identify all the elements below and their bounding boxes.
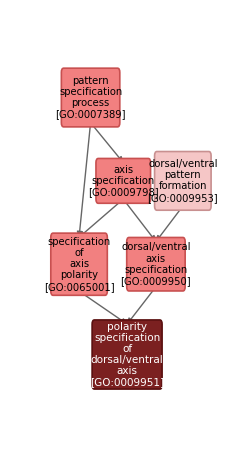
- Text: axis
specification
[GO:0009798]: axis specification [GO:0009798]: [88, 165, 158, 197]
- FancyBboxPatch shape: [127, 238, 185, 291]
- Text: polarity
specification
of
dorsal/ventral
axis
[GO:0009951]: polarity specification of dorsal/ventral…: [90, 322, 164, 387]
- Text: specification
of
axis
polarity
[GO:0065001]: specification of axis polarity [GO:00650…: [44, 237, 114, 292]
- Text: dorsal/ventral
axis
specification
[GO:0009950]: dorsal/ventral axis specification [GO:00…: [121, 243, 191, 286]
- Text: pattern
specification
process
[GO:0007389]: pattern specification process [GO:000738…: [55, 76, 126, 120]
- FancyBboxPatch shape: [92, 320, 162, 389]
- FancyBboxPatch shape: [155, 152, 211, 210]
- Text: dorsal/ventral
pattern
formation
[GO:0009953]: dorsal/ventral pattern formation [GO:000…: [148, 159, 218, 202]
- FancyBboxPatch shape: [61, 68, 120, 127]
- FancyBboxPatch shape: [96, 158, 151, 203]
- FancyBboxPatch shape: [51, 233, 107, 295]
